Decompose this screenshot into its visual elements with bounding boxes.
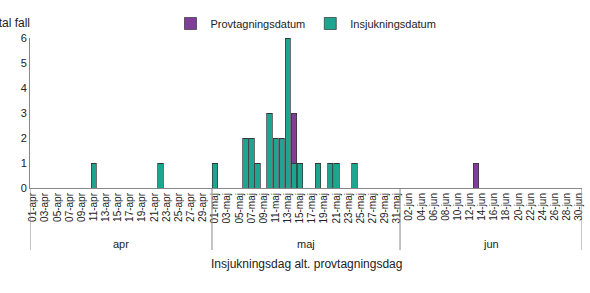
svg-text:11-maj: 11-maj: [270, 193, 281, 223]
svg-text:05-maj: 05-maj: [234, 193, 245, 224]
svg-text:21-apr: 21-apr: [149, 192, 160, 222]
svg-text:25-apr: 25-apr: [173, 192, 184, 222]
svg-text:19-apr: 19-apr: [136, 192, 147, 222]
svg-text:07-apr: 07-apr: [64, 192, 75, 222]
svg-text:Insjukningsdag alt. provtagnin: Insjukningsdag alt. provtagningsdag: [211, 257, 402, 271]
svg-text:05-apr: 05-apr: [52, 192, 63, 222]
svg-text:13-apr: 13-apr: [100, 192, 111, 222]
svg-text:2: 2: [21, 132, 27, 144]
svg-text:5: 5: [21, 57, 27, 69]
svg-text:06-jun: 06-jun: [428, 193, 439, 221]
svg-text:27-apr: 27-apr: [185, 192, 196, 222]
svg-text:28-jun: 28-jun: [561, 193, 572, 221]
svg-text:01-maj: 01-maj: [209, 193, 220, 224]
svg-text:17-maj: 17-maj: [306, 193, 317, 224]
svg-text:14-jun: 14-jun: [476, 193, 487, 221]
svg-text:01-apr: 01-apr: [27, 192, 38, 222]
svg-text:30-jun: 30-jun: [573, 193, 584, 221]
svg-text:26-jun: 26-jun: [549, 193, 560, 221]
svg-text:25-maj: 25-maj: [355, 193, 366, 224]
svg-text:maj: maj: [297, 238, 315, 250]
svg-text:20-jun: 20-jun: [513, 193, 524, 221]
svg-text:4: 4: [21, 82, 27, 94]
svg-text:29-apr: 29-apr: [197, 192, 208, 222]
svg-text:12-jun: 12-jun: [464, 193, 475, 221]
svg-text:04-jun: 04-jun: [416, 193, 427, 221]
svg-text:31-maj: 31-maj: [391, 193, 402, 224]
svg-text:18-jun: 18-jun: [500, 193, 511, 221]
svg-text:03-apr: 03-apr: [39, 192, 50, 222]
svg-text:0: 0: [21, 182, 27, 194]
svg-text:23-apr: 23-apr: [161, 192, 172, 222]
svg-text:08-jun: 08-jun: [440, 193, 451, 221]
svg-text:29-maj: 29-maj: [379, 193, 390, 224]
svg-text:16-jun: 16-jun: [488, 193, 499, 221]
svg-text:19-maj: 19-maj: [318, 193, 329, 224]
svg-text:03-maj: 03-maj: [221, 193, 232, 224]
svg-text:21-maj: 21-maj: [331, 193, 342, 224]
svg-text:apr: apr: [113, 238, 129, 250]
svg-text:02-jun: 02-jun: [403, 193, 414, 221]
svg-text:27-maj: 27-maj: [367, 193, 378, 224]
svg-text:6: 6: [21, 32, 27, 44]
svg-text:22-jun: 22-jun: [525, 193, 536, 221]
svg-text:13-maj: 13-maj: [282, 193, 293, 224]
svg-text:Provtagningsdatum: Provtagningsdatum: [211, 18, 306, 30]
svg-text:3: 3: [21, 107, 27, 119]
svg-text:15-apr: 15-apr: [112, 192, 123, 222]
svg-text:15-maj: 15-maj: [294, 193, 305, 224]
svg-text:09-apr: 09-apr: [76, 192, 87, 222]
svg-text:10-jun: 10-jun: [452, 193, 463, 221]
svg-text:23-maj: 23-maj: [343, 193, 354, 224]
svg-text:Antal fall: Antal fall: [0, 16, 30, 30]
svg-text:24-jun: 24-jun: [537, 193, 548, 221]
svg-text:jun: jun: [483, 238, 499, 250]
svg-text:09-maj: 09-maj: [258, 193, 269, 224]
svg-text:17-apr: 17-apr: [124, 192, 135, 222]
svg-text:Insjukningsdatum: Insjukningsdatum: [350, 18, 436, 30]
svg-text:1: 1: [21, 157, 27, 169]
svg-text:11-apr: 11-apr: [88, 192, 99, 221]
svg-text:07-maj: 07-maj: [246, 193, 257, 224]
